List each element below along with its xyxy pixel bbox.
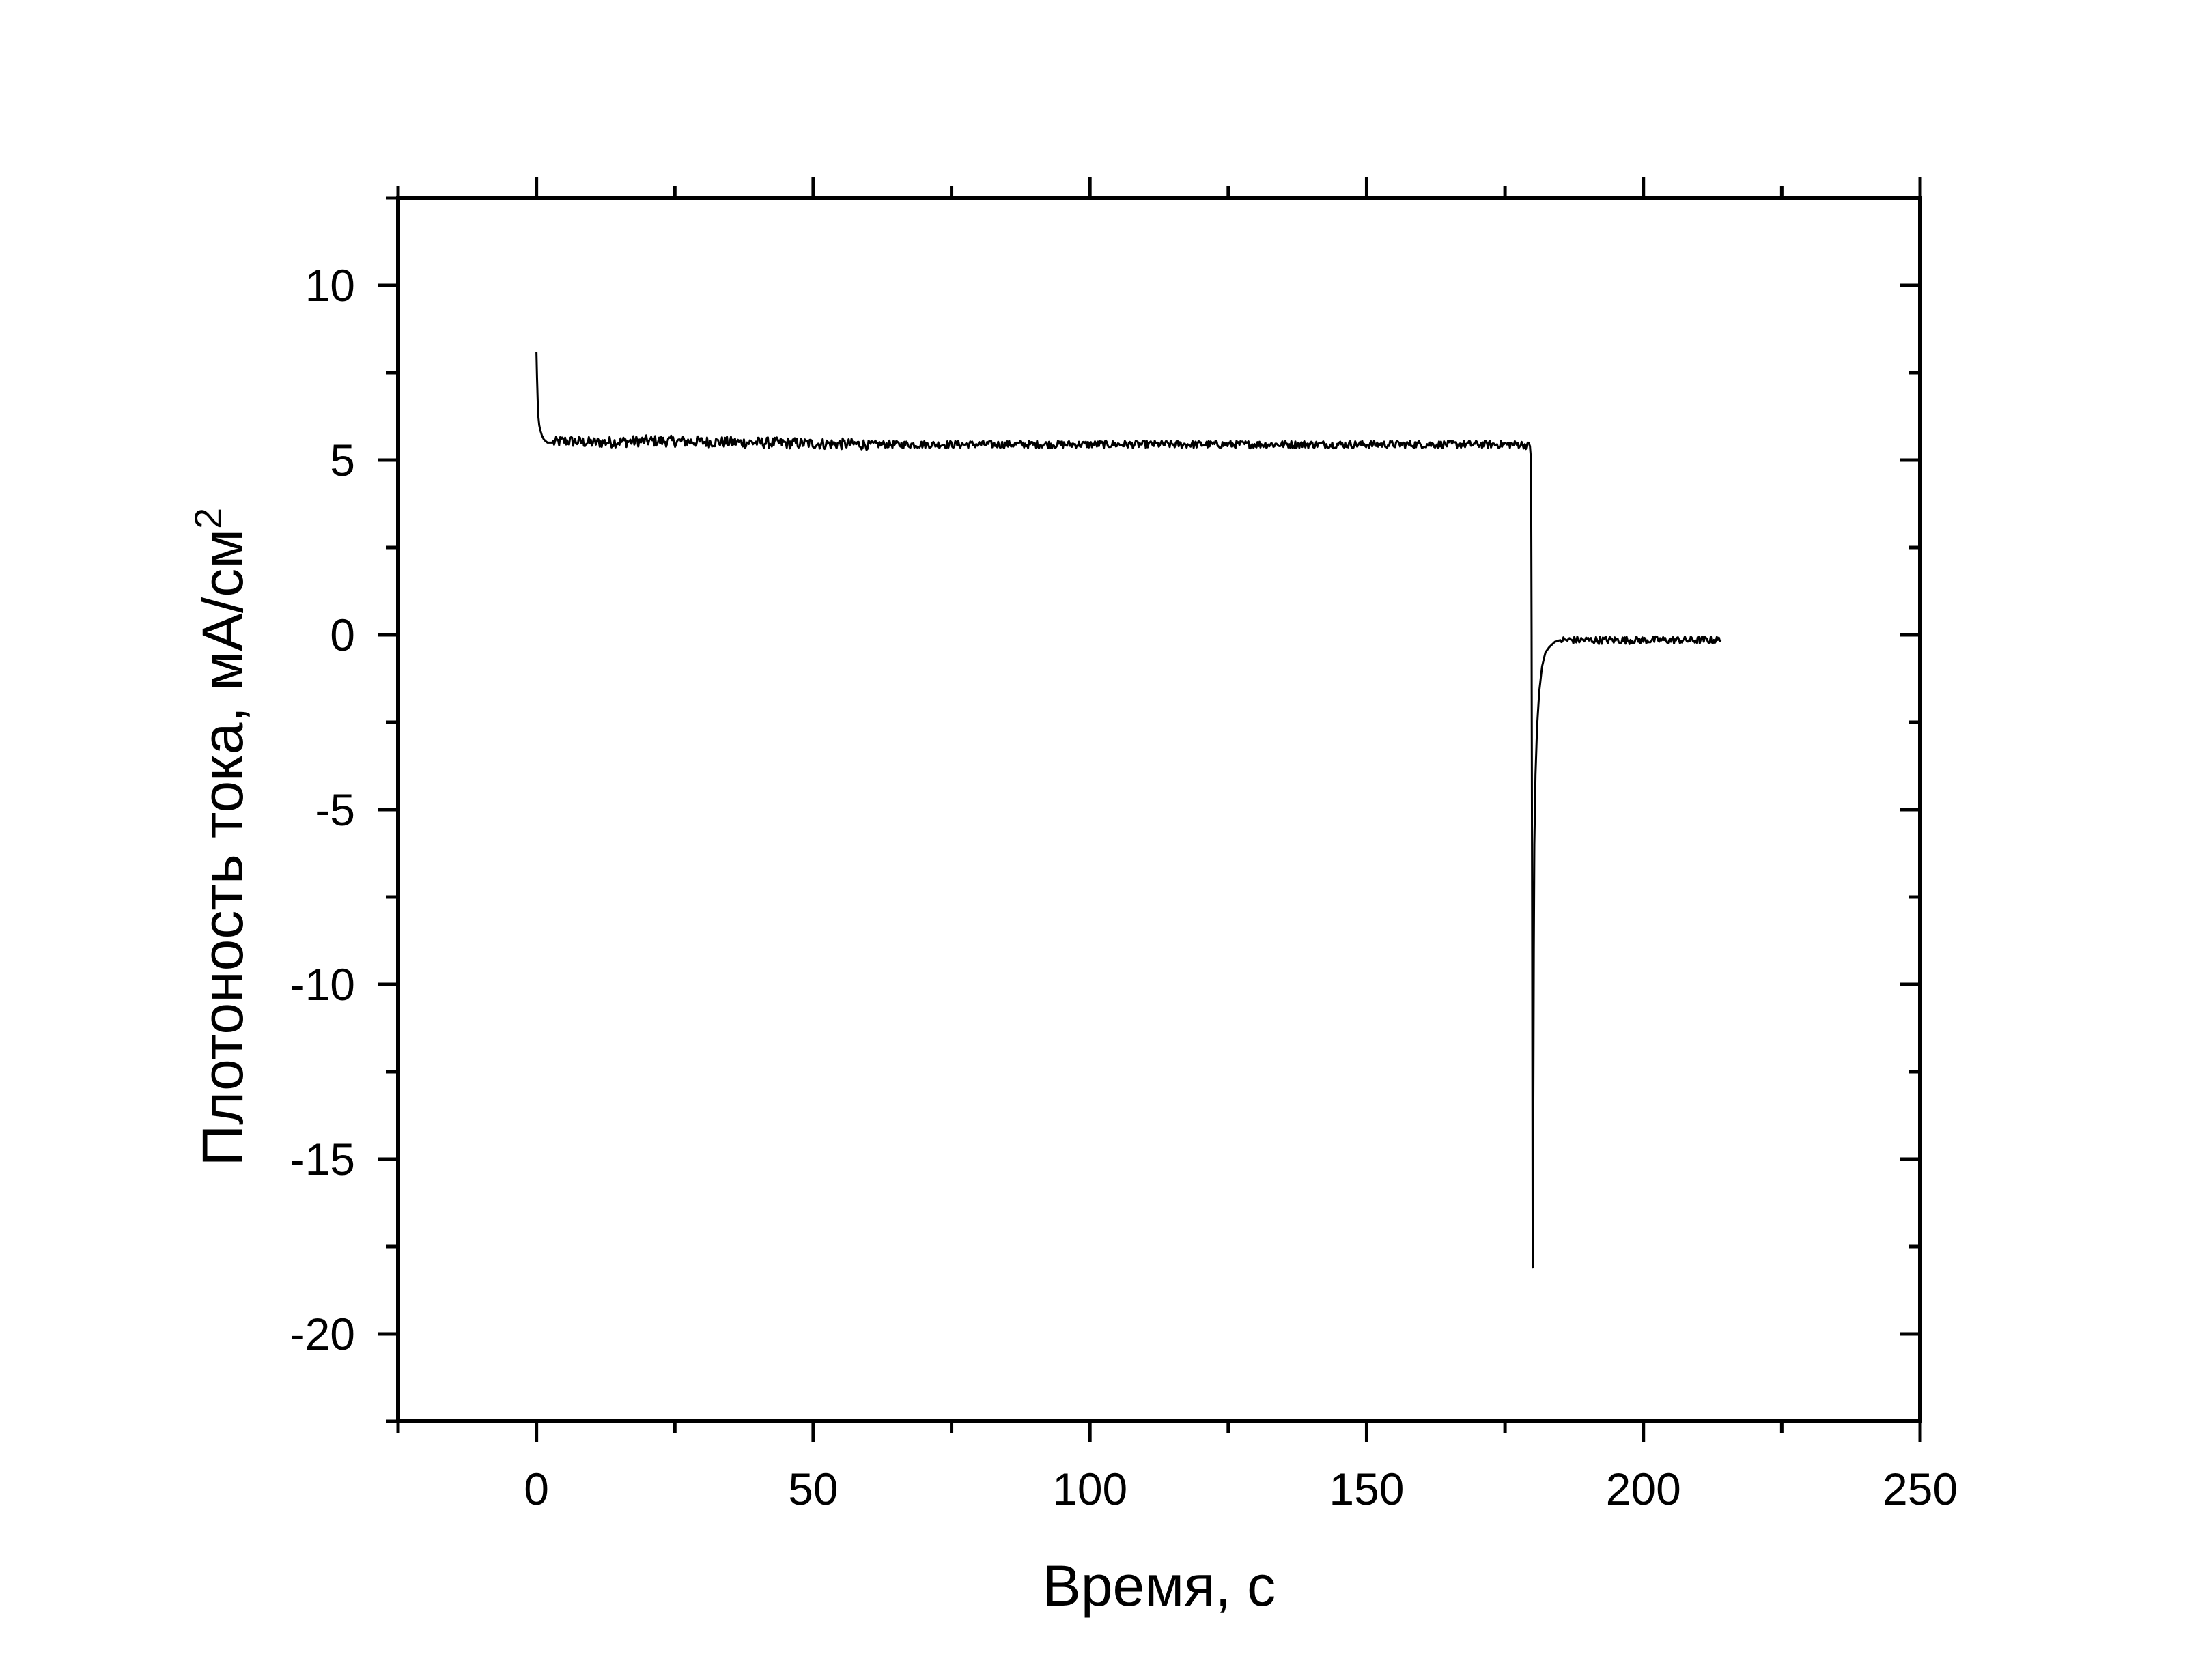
y-tick-label: 0	[330, 610, 355, 660]
plot-frame	[396, 196, 1922, 1423]
y-axis-title: Плотоность тока, мА/см2	[186, 508, 255, 1166]
x-tick-label: 50	[788, 1464, 838, 1514]
y-tick-label: -15	[290, 1134, 355, 1184]
x-tick-label: 200	[1606, 1464, 1681, 1514]
y-axis-title-superscript: 2	[186, 508, 229, 529]
x-tick-label: 250	[1883, 1464, 1958, 1514]
x-tick-label: 0	[524, 1464, 549, 1514]
y-axis-title-main: Плотоность тока, мА/см	[191, 529, 255, 1166]
y-tick-label: -5	[315, 784, 355, 835]
x-axis-title: Время, с	[1043, 1554, 1276, 1618]
y-tick-label: 5	[330, 435, 355, 485]
y-tick-label: -20	[290, 1309, 355, 1359]
y-tick-label: 10	[305, 260, 355, 311]
axis-ticks	[378, 177, 1922, 1442]
y-tick-label: -10	[290, 959, 355, 1010]
x-tick-label: 100	[1052, 1464, 1127, 1514]
x-tick-label: 150	[1329, 1464, 1404, 1514]
series-line	[535, 352, 1722, 1269]
